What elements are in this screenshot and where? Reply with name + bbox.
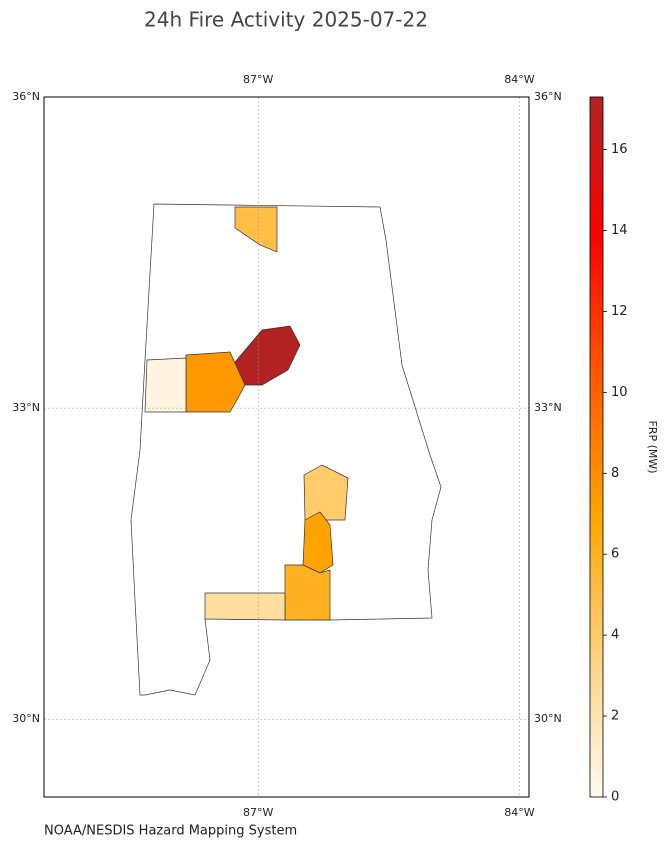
- x-tick-label: 84°W: [504, 73, 534, 86]
- colorbar-tick-label: 12: [611, 304, 628, 319]
- map-frame: [43, 96, 530, 798]
- x-tick-label: 87°W: [243, 73, 273, 86]
- y-tick-label: 36°N: [534, 90, 562, 103]
- colorbar-tick-label: 16: [611, 142, 628, 157]
- x-tick-label: 84°W: [504, 806, 534, 819]
- region: [303, 464, 349, 521]
- region: [284, 564, 331, 621]
- footer: NOAA/NESDIS Hazard Mapping System: [44, 824, 297, 839]
- colorbar-tick-label: 14: [611, 223, 628, 238]
- colorbar-tick-label: 6: [611, 547, 619, 562]
- y-tick-label: 30°N: [12, 712, 40, 725]
- colorbar-tick-label: 4: [611, 628, 619, 643]
- colorbar-label: FRP (MW): [646, 420, 659, 473]
- y-tick-label: 30°N: [534, 712, 562, 725]
- colorbar: [589, 96, 604, 798]
- y-tick-label: 36°N: [12, 90, 40, 103]
- title: 24h Fire Activity 2025-07-22: [144, 8, 428, 32]
- region: [229, 325, 301, 386]
- region: [144, 357, 187, 413]
- y-tick-label: 33°N: [534, 401, 562, 414]
- x-tick-label: 87°W: [243, 806, 273, 819]
- colorbar-tick-label: 0: [611, 790, 619, 805]
- colorbar-tick-label: 8: [611, 466, 619, 481]
- state-outline: [130, 203, 442, 696]
- region: [204, 592, 286, 621]
- y-tick-label: 33°N: [12, 401, 40, 414]
- colorbar-tick-label: 2: [611, 709, 619, 724]
- colorbar-tick-label: 10: [611, 385, 628, 400]
- region: [234, 206, 278, 253]
